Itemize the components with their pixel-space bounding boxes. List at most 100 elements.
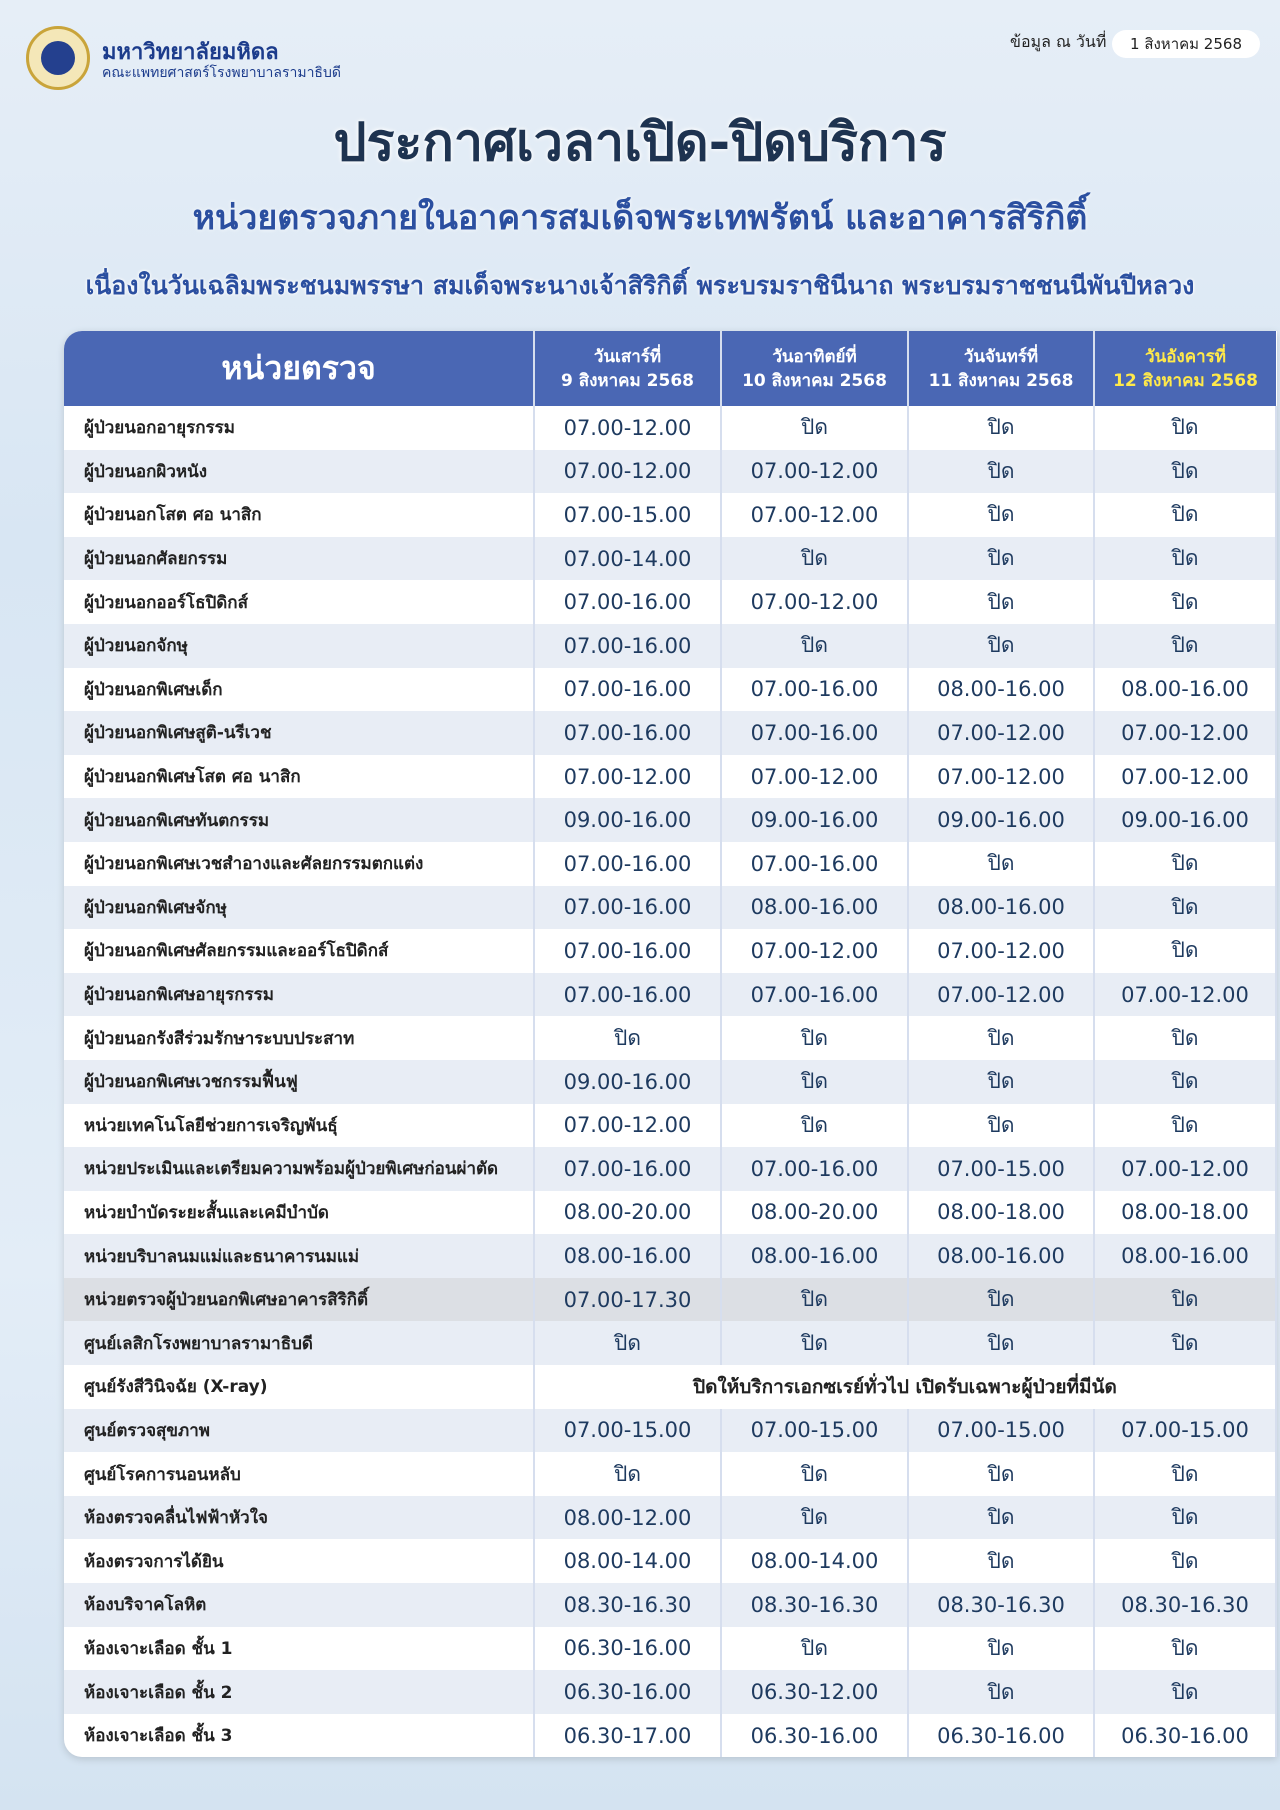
day-name: วันอังคารที่ <box>1145 346 1226 367</box>
hours: 07.00-16.00 <box>721 667 909 712</box>
unit-name: ผู้ป่วยนอกจักษุ <box>64 623 535 668</box>
header-row: หน่วยตรวจ วันเสาร์ที่ 9 สิงหาคม 2568 วันอาท… <box>64 331 1276 406</box>
hours: 08.00-18.00 <box>1094 1190 1277 1235</box>
hours: 07.00-14.00 <box>534 536 722 581</box>
hours: 07.00-16.00 <box>534 841 722 886</box>
hours: 08.00-16.00 <box>908 667 1095 712</box>
hours: 09.00-16.00 <box>534 1059 722 1104</box>
hours: ปิด <box>721 1495 909 1540</box>
unit-name: หน่วยประเมินและเตรียมความพร้อมผู้ป่วยพิเ… <box>64 1147 535 1191</box>
hours: 06.30-16.00 <box>534 1626 722 1671</box>
hours: 07.00-12.00 <box>1094 754 1277 799</box>
unit-name: ห้องเจาะเลือด ชั้น 2 <box>64 1670 535 1714</box>
table-row: ผู้ป่วยนอกผิวหนัง 07.00-12.00 07.00-12.00 ป… <box>64 449 1277 494</box>
hours: ปิด <box>721 1059 909 1104</box>
table-row: หน่วยบริบาลนมแม่และธนาคารนมแม่ 08.00-16.0… <box>64 1234 1277 1278</box>
hours: 08.00-16.00 <box>534 1234 722 1278</box>
unit-name: ศูนย์รังสีวินิจฉัย (X-ray) <box>64 1365 535 1409</box>
hours: 08.00-20.00 <box>534 1190 722 1235</box>
day-date: 9 สิงหาคม 2568 <box>561 370 694 391</box>
unit-name: ผู้ป่วยนอกพิเศษเวชกรรมฟื้นฟู <box>64 1059 535 1104</box>
unit-name: ผู้ป่วยนอกรังสีร่วมรักษาระบบประสาท <box>64 1016 535 1060</box>
hours: 07.00-12.00 <box>534 1103 722 1148</box>
hours: 07.00-15.00 <box>908 1408 1095 1453</box>
hours: ปิด <box>908 493 1095 537</box>
hours: 07.00-12.00 <box>534 406 722 450</box>
hours: ปิด <box>1094 1495 1277 1540</box>
hours: ปิด <box>1094 1059 1277 1104</box>
unit-name: ห้องตรวจคลื่นไฟฟ้าหัวใจ <box>64 1495 535 1540</box>
hours: 07.00-15.00 <box>534 1408 722 1453</box>
hours: 07.00-16.00 <box>721 972 909 1017</box>
unit-name: ห้องเจาะเลือด ชั้น 3 <box>64 1713 535 1758</box>
org-sub: คณะแพทยศาสตร์โรงพยาบาลรามาธิบดี <box>102 65 341 81</box>
day-date: 12 สิงหาคม 2568 <box>1113 370 1258 391</box>
hours: 07.00-15.00 <box>721 1408 909 1453</box>
hours: 06.30-16.00 <box>908 1713 1095 1758</box>
hours: ปิด <box>1094 1626 1277 1671</box>
hours: 09.00-16.00 <box>908 798 1095 842</box>
hours: ปิด <box>908 449 1095 494</box>
hours: 09.00-16.00 <box>534 798 722 842</box>
hours: 07.00-12.00 <box>908 711 1095 755</box>
table-row: ผู้ป่วยนอกพิเศษอายุรกรรม 07.00-16.00 07.00… <box>64 972 1277 1017</box>
unit-name: ผู้ป่วยนอกพิเศษอายุรกรรม <box>64 972 535 1017</box>
hours: ปิด <box>721 406 909 450</box>
note: ปิดให้บริการเอกซเรย์ทั่วไป เปิดรับเฉพาะผ… <box>534 1365 1277 1409</box>
hours: ปิด <box>908 623 1095 668</box>
hours: 08.00-14.00 <box>721 1539 909 1584</box>
day-name: วันเสาร์ที่ <box>593 346 662 367</box>
hours: 08.00-16.00 <box>908 1234 1095 1278</box>
unit-name: ศูนย์ตรวจสุขภาพ <box>64 1408 535 1453</box>
hours: 08.00-16.00 <box>721 1234 909 1278</box>
table-row: ห้องบริจาคโลหิต 08.30-16.30 08.30-16.30 08.… <box>64 1583 1277 1627</box>
hours: ปิด <box>534 1452 722 1496</box>
hours: 08.00-16.00 <box>1094 1234 1277 1278</box>
hours: 08.30-16.30 <box>534 1583 722 1627</box>
hours: ปิด <box>908 406 1095 450</box>
hours: 07.00-12.00 <box>1094 972 1277 1017</box>
hours: ปิด <box>721 1016 909 1060</box>
hours: 07.00-15.00 <box>534 493 722 537</box>
occasion: เนื่องในวันเฉลิมพระชนมพรรษา สมเด็จพระนาง… <box>85 271 1195 300</box>
hours: 07.00-12.00 <box>721 449 909 494</box>
hours: ปิด <box>1094 1539 1277 1584</box>
hours: 09.00-16.00 <box>721 798 909 842</box>
hours: 07.00-12.00 <box>1094 711 1277 755</box>
hours: ปิด <box>721 623 909 668</box>
hours: ปิด <box>1094 1277 1277 1322</box>
hours: ปิด <box>721 1626 909 1671</box>
hours: ปิด <box>721 536 909 581</box>
table-row: ห้องเจาะเลือด ชั้น 1 06.30-16.00 ปิด ปิด ปิด <box>64 1626 1277 1671</box>
unit-name: ห้องบริจาคโลหิต <box>64 1583 535 1627</box>
title: ประกาศเวลาเปิด-ปิดบริการ <box>333 113 947 173</box>
table-row: ผู้ป่วยนอกพิเศษเวชสำอางและศัลยกรรมตกแต่ง… <box>64 841 1277 886</box>
unit-name: หน่วยบริบาลนมแม่และธนาคารนมแม่ <box>64 1234 535 1278</box>
unit-name: หน่วยเทคโนโลยีช่วยการเจริญพันธุ์ <box>64 1103 535 1148</box>
hours: 07.00-12.00 <box>721 754 909 799</box>
table-row: ห้องเจาะเลือด ชั้น 3 06.30-17.00 06.30-16.… <box>64 1713 1277 1758</box>
hours: 07.00-12.00 <box>908 972 1095 1017</box>
hours: ปิด <box>1094 1670 1277 1714</box>
hours: 07.00-16.00 <box>534 667 722 712</box>
hours: ปิด <box>534 1016 722 1060</box>
table-row: ห้องตรวจการได้ยิน 08.00-14.00 08.00-14.00 ป… <box>64 1539 1277 1584</box>
unit-name: ผู้ป่วยนอกอายุรกรรม <box>64 406 535 450</box>
hours: ปิด <box>908 1059 1095 1104</box>
hours: 07.00-12.00 <box>721 493 909 537</box>
hours: 08.00-14.00 <box>534 1539 722 1584</box>
table-row: หน่วยประเมินและเตรียมความพร้อมผู้ป่วยพิเ… <box>64 1147 1277 1191</box>
hours: 08.30-16.30 <box>721 1583 909 1627</box>
unit-name: ห้องเจาะเลือด ชั้น 1 <box>64 1626 535 1671</box>
date-label: ข้อมูล ณ วันที่ <box>1010 32 1107 51</box>
unit-name: หน่วยตรวจผู้ป่วยนอกพิเศษอาคารสิริกิติ์ <box>64 1277 535 1322</box>
hours: 08.00-16.00 <box>908 885 1095 930</box>
hours: ปิด <box>908 1103 1095 1148</box>
hours: ปิด <box>534 1321 722 1366</box>
table-row: ผู้ป่วยนอกศัลยกรรม 07.00-14.00 ปิด ปิด ปิด <box>64 536 1277 581</box>
hours: ปิด <box>1094 1103 1277 1148</box>
table-row: ผู้ป่วยนอกพิเศษทันตกรรม 09.00-16.00 09.00-… <box>64 798 1277 842</box>
hours: 06.30-12.00 <box>721 1670 909 1714</box>
hours: ปิด <box>721 1103 909 1148</box>
hours: ปิด <box>721 1277 909 1322</box>
